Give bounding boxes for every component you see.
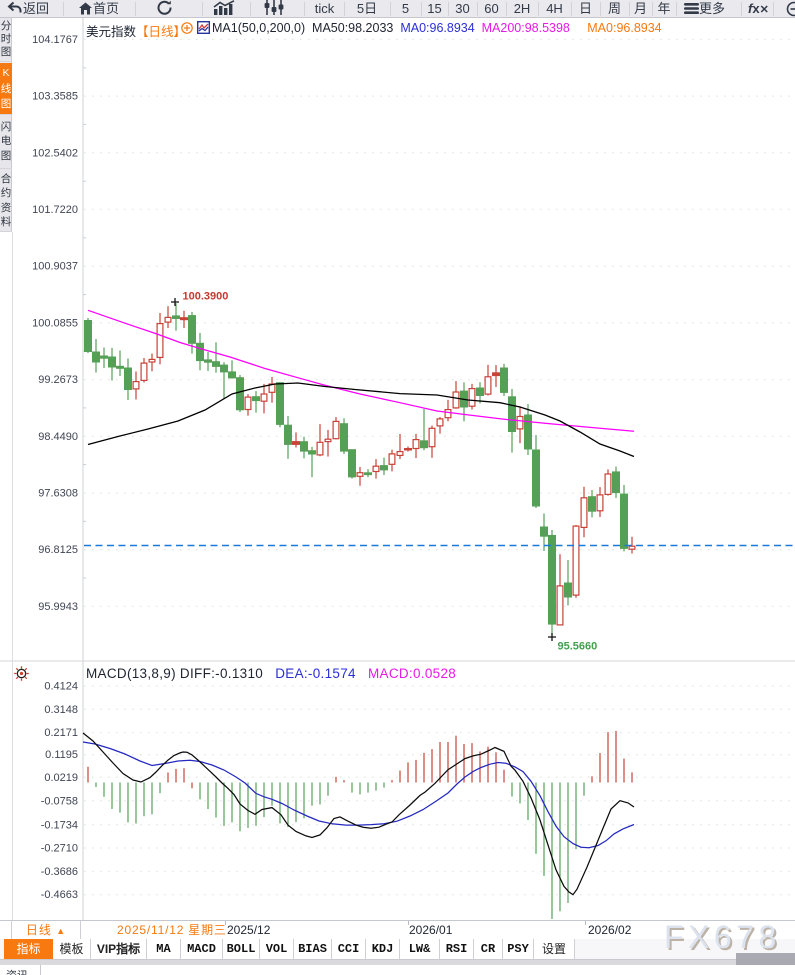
svg-text:0.2171: 0.2171: [44, 727, 78, 739]
svg-text:96.8125: 96.8125: [38, 544, 78, 556]
svg-text:0.4124: 0.4124: [44, 681, 78, 693]
svg-text:-0.1734: -0.1734: [41, 819, 78, 831]
svg-text:100.3900: 100.3900: [183, 291, 229, 303]
svg-text:98.4490: 98.4490: [38, 431, 78, 443]
svg-text:102.5402: 102.5402: [32, 147, 78, 159]
svg-text:95.9943: 95.9943: [38, 601, 78, 613]
svg-text:99.2673: 99.2673: [38, 374, 78, 386]
svg-text:0.0219: 0.0219: [44, 772, 78, 784]
svg-text:100.0855: 100.0855: [32, 317, 78, 329]
svg-text:-0.0758: -0.0758: [41, 795, 78, 807]
svg-text:100.9037: 100.9037: [32, 261, 78, 273]
svg-text:-0.4663: -0.4663: [41, 889, 78, 901]
svg-text:0.1195: 0.1195: [45, 749, 78, 761]
svg-text:104.1767: 104.1767: [32, 34, 78, 46]
svg-text:97.6308: 97.6308: [38, 488, 78, 500]
svg-text:95.5660: 95.5660: [558, 641, 598, 653]
svg-text:101.7220: 101.7220: [32, 204, 78, 216]
svg-text:-0.2710: -0.2710: [41, 843, 78, 855]
svg-text:-0.3686: -0.3686: [41, 866, 78, 878]
svg-text:103.3585: 103.3585: [32, 91, 78, 103]
svg-text:0.3148: 0.3148: [44, 704, 78, 716]
